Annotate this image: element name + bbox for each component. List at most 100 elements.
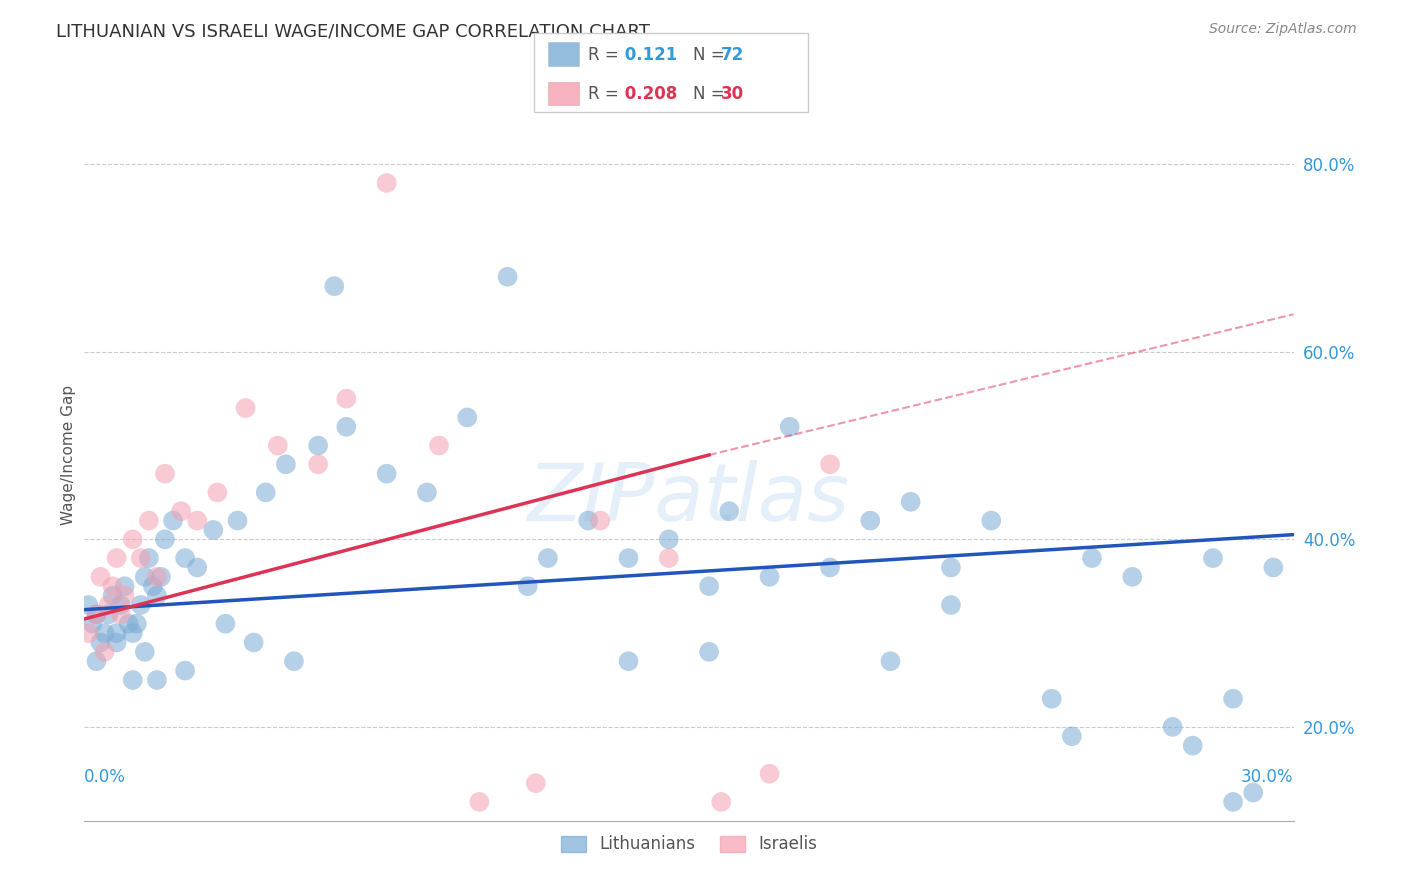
Point [142,579,165,593]
Point [697,645,720,659]
Point [900,495,922,509]
Point [153,533,176,547]
Point [456,410,478,425]
Point [97,607,120,622]
Point [118,616,141,631]
Point [758,766,780,780]
Point [468,795,491,809]
Point [214,616,236,631]
Point [1222,795,1244,809]
Point [254,485,277,500]
Point [1081,551,1104,566]
Point [496,269,519,284]
Point [818,458,841,472]
Point [335,392,357,406]
Text: ZIPatlas: ZIPatlas [527,459,851,538]
Text: N =: N = [693,46,730,64]
Point [879,654,901,668]
Point [859,514,882,528]
Point [129,598,152,612]
Point [121,533,143,547]
Point [134,645,156,659]
Point [101,579,124,593]
Point [174,664,197,678]
Point [114,589,136,603]
Point [93,645,115,659]
Point [1040,691,1063,706]
Point [283,654,305,668]
Point [146,589,169,603]
Point [375,467,398,481]
Point [617,551,640,566]
Point [1060,729,1083,743]
Text: R =: R = [588,46,624,64]
Point [617,654,640,668]
Point [267,438,290,452]
Point [576,514,599,528]
Point [427,438,450,452]
Point [307,458,329,472]
Text: 30.0%: 30.0% [1241,768,1294,786]
Point [89,635,111,649]
Point [939,598,962,612]
Y-axis label: Wage/Income Gap: Wage/Income Gap [60,384,76,525]
Point [658,533,681,547]
Point [1241,785,1264,799]
Point [134,570,156,584]
Point [202,523,225,537]
Point [86,654,108,668]
Point [516,579,538,593]
Point [375,176,398,190]
Point [110,598,132,612]
Point [589,514,612,528]
Point [138,551,160,566]
Point [939,560,962,574]
Point [718,504,741,518]
Text: 30: 30 [721,86,744,103]
Point [146,673,169,687]
Point [335,419,357,434]
Point [149,570,172,584]
Point [1263,560,1285,574]
Point [110,607,132,622]
Point [125,616,148,631]
Point [93,626,115,640]
Point [524,776,547,790]
Point [242,635,264,649]
Point [710,795,733,809]
Point [226,514,249,528]
Point [779,419,801,434]
Text: N =: N = [693,86,730,103]
Point [307,438,329,452]
Point [146,570,169,584]
Point [186,514,208,528]
Text: 0.121: 0.121 [619,46,676,64]
Point [758,570,780,584]
Point [97,598,120,612]
Point [274,458,297,472]
Text: 72: 72 [721,46,745,64]
Point [162,514,184,528]
Point [1161,720,1184,734]
Point [1202,551,1225,566]
Point [105,626,128,640]
Point [980,514,1002,528]
Text: LITHUANIAN VS ISRAELI WAGE/INCOME GAP CORRELATION CHART: LITHUANIAN VS ISRAELI WAGE/INCOME GAP CO… [56,22,650,40]
Point [697,579,720,593]
Text: 0.208: 0.208 [619,86,676,103]
Point [174,551,197,566]
Point [1222,691,1244,706]
Point [77,598,100,612]
Point [82,616,104,631]
Point [186,560,208,574]
Point [416,485,439,500]
Legend: Lithuanians, Israelis: Lithuanians, Israelis [554,829,824,860]
Point [138,514,160,528]
Point [101,589,124,603]
Point [129,551,152,566]
Point [818,560,841,574]
Point [77,626,100,640]
Point [170,504,193,518]
Point [207,485,229,500]
Point [235,401,257,415]
